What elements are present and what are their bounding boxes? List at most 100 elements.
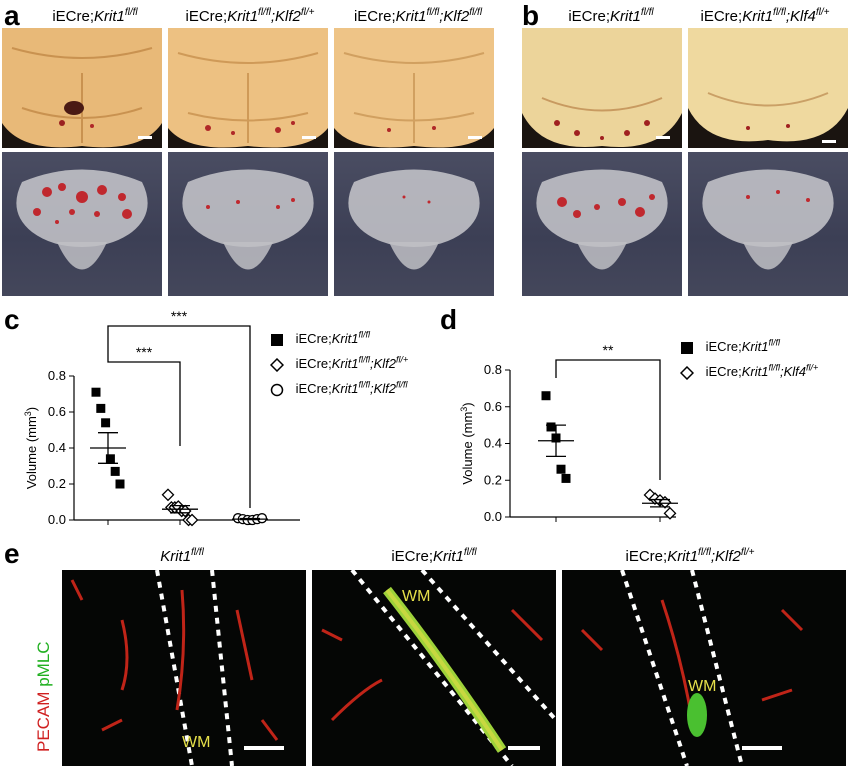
gene-name: Klf2 xyxy=(715,548,741,565)
brain-photo-a3 xyxy=(334,28,494,148)
genotype-separator: ; xyxy=(439,8,444,25)
allele-superscript: fl/fl xyxy=(640,7,654,18)
data-point xyxy=(110,466,120,476)
data-point xyxy=(185,513,199,527)
genotype-separator: ; xyxy=(270,8,275,25)
y-tick-label: 0.0 xyxy=(48,512,66,527)
gene-name: Krit1 xyxy=(331,356,359,372)
panel-a-col3-title: iECre;Krit1fl/fl;Klf2fl/fl xyxy=(328,7,508,25)
panel-d-chart: 0.0 0.2 0.4 0.6 0.8 Volume (mm3) ** xyxy=(459,342,678,524)
genotype-prefix: iECre; xyxy=(353,8,396,25)
allele-superscript: fl/fl xyxy=(358,355,370,365)
open-diamond-icon xyxy=(269,357,285,372)
gene-name: Krit1 xyxy=(94,8,125,25)
gene-name: Krit1 xyxy=(331,381,359,397)
legend-item-c-2: iECre;Krit1fl/fl;Klf2fl/fl xyxy=(270,380,408,397)
panel-a-label: a xyxy=(4,0,20,31)
data-point xyxy=(561,473,571,483)
data-point xyxy=(105,454,115,464)
legend-label-c-1: iECre;Krit1fl/fl;Klf2fl/+ xyxy=(295,355,409,372)
microct-b1 xyxy=(522,152,682,296)
gene-name: Krit1 xyxy=(227,8,259,25)
y-tick-label: 0.6 xyxy=(484,399,502,414)
genotype-prefix: iECre; xyxy=(391,548,434,565)
genotype-separator: ; xyxy=(370,381,374,397)
panel-e-col2-title: iECre;Krit1fl/fl xyxy=(312,547,556,565)
allele-superscript: fl/fl xyxy=(358,380,370,390)
genotype-prefix: iECre; xyxy=(52,8,95,25)
gene-name: Klf2 xyxy=(373,356,397,372)
gene-name: Krit1 xyxy=(331,331,359,347)
brain-photo-b1 xyxy=(522,28,682,148)
gene-name: Krit1 xyxy=(395,8,427,25)
genotype-separator: ; xyxy=(785,8,790,25)
legend-label-d-0: iECre;Krit1fl/fl xyxy=(706,338,780,354)
brain-photo-b2 xyxy=(688,28,848,148)
data-point xyxy=(115,479,125,489)
significance-bracket xyxy=(555,359,661,480)
genotype-prefix: iECre; xyxy=(700,8,743,25)
y-tick-label: 0.4 xyxy=(48,440,66,455)
allele-superscript: fl/fl xyxy=(426,7,440,18)
allele-superscript: fl/fl xyxy=(773,7,786,18)
data-point xyxy=(546,422,556,432)
panel-d-label: d xyxy=(440,304,458,335)
y-tick-label: 0.8 xyxy=(48,368,66,383)
significance-label: *** xyxy=(136,344,153,360)
genotype-prefix: iECre; xyxy=(295,381,332,397)
gene-name: Krit1 xyxy=(433,548,464,565)
genotype-prefix: iECre; xyxy=(295,331,332,347)
pecam-label: PECAM xyxy=(34,691,53,752)
y-tick-label: 0.2 xyxy=(484,472,502,487)
genotype-prefix: iECre; xyxy=(705,364,742,380)
allele-superscript: fl/fl xyxy=(258,7,271,18)
scale-bar-e1 xyxy=(244,746,284,750)
micrograph-e2: WM xyxy=(312,570,556,766)
panel-b-col1-title: iECre;Krit1fl/fl xyxy=(536,7,686,25)
scale-bar-e3 xyxy=(742,746,782,750)
micrograph-e1: WM xyxy=(62,570,306,766)
y-tick-label: 0.2 xyxy=(48,476,66,491)
allele-superscript: fl/fl xyxy=(469,7,483,18)
allele-superscript: fl/+ xyxy=(300,7,315,18)
data-point xyxy=(556,464,566,474)
genotype-prefix: iECre; xyxy=(625,548,668,565)
allele-superscript: fl/fl xyxy=(124,7,138,18)
gene-name: Klf4 xyxy=(790,8,816,25)
panel-a-col1-title: iECre;Krit1fl/fl xyxy=(20,7,170,25)
wm-label-e3: WM xyxy=(688,678,717,695)
panel-e-side-label: PECAM pMLC xyxy=(34,641,54,752)
data-point xyxy=(161,488,175,502)
microct-a1 xyxy=(2,152,162,296)
gene-name: Krit1 xyxy=(610,8,641,25)
wm-label-e1: WM xyxy=(182,734,211,751)
gene-name: Krit1 xyxy=(741,364,769,380)
y-axis-label: Volume (mm3) xyxy=(23,407,39,489)
wm-label-e2: WM xyxy=(402,588,431,605)
significance-label: *** xyxy=(171,308,188,324)
data-point xyxy=(91,387,101,397)
gene-name: Krit1 xyxy=(160,548,192,565)
panel-a-col2-title: iECre;Krit1fl/fl;Klf2fl/+ xyxy=(160,7,340,25)
y-tick-label: 0.0 xyxy=(484,509,502,524)
genotype-separator: ; xyxy=(780,364,784,380)
genotype-prefix: iECre; xyxy=(295,356,332,372)
panel-e-label: e xyxy=(4,538,20,569)
legend-label-c-2: iECre;Krit1fl/fl;Klf2fl/fl xyxy=(295,380,408,397)
microct-a2 xyxy=(168,152,328,296)
allele-superscript: fl/fl xyxy=(768,363,780,373)
legend-item-d-0: iECre;Krit1fl/fl xyxy=(680,338,780,355)
genotype-separator: ; xyxy=(710,548,715,565)
micrograph-e3: WM xyxy=(562,570,846,766)
data-point xyxy=(101,418,111,428)
legend-item-c-0: iECre;Krit1fl/fl xyxy=(270,330,370,347)
brain-photo-a1 xyxy=(2,28,162,148)
filled-square-icon xyxy=(681,341,693,354)
microct-a3 xyxy=(334,152,494,296)
data-point xyxy=(96,403,106,413)
allele-superscript: fl/+ xyxy=(806,363,819,373)
data-point xyxy=(541,391,551,401)
significance-bracket xyxy=(107,360,181,446)
significance-bracket xyxy=(107,325,251,508)
